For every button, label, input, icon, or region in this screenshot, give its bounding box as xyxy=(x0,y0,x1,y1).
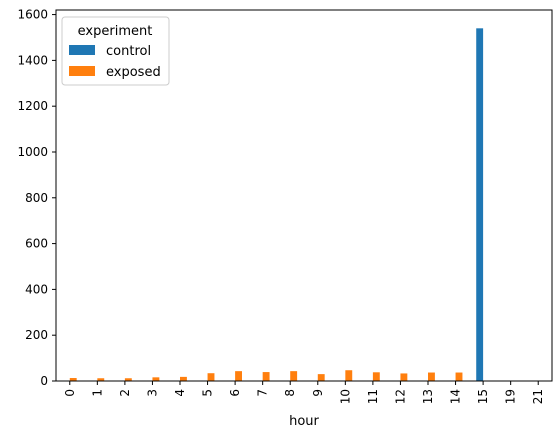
legend-swatch-control xyxy=(69,45,95,55)
bar-control-15 xyxy=(476,28,484,382)
x-tick-label: 8 xyxy=(283,389,297,397)
x-tick-label: 4 xyxy=(173,389,187,397)
bar-exposed-0 xyxy=(69,378,77,381)
bar-exposed-4 xyxy=(180,376,187,381)
x-tick-label: 12 xyxy=(393,389,407,404)
x-tick-label: 21 xyxy=(531,389,545,404)
x-tick-label: 1 xyxy=(90,389,104,397)
bar-exposed-13 xyxy=(428,372,435,381)
x-tick-label: 0 xyxy=(63,389,77,397)
x-tick-label: 19 xyxy=(504,389,518,404)
x-tick-label: 11 xyxy=(366,389,380,404)
x-tick-label: 15 xyxy=(476,389,490,404)
legend-label-control: control xyxy=(106,44,151,59)
x-axis: 0 1 2 3 4 5 6 7 8 9 10 11 12 13 14 15 19 21 xyxy=(63,381,545,404)
plot-frame xyxy=(55,9,553,382)
legend-label-exposed: exposed xyxy=(106,65,161,80)
x-tick-label: 5 xyxy=(201,389,215,397)
y-tick-label: 1000 xyxy=(17,145,48,159)
bar-exposed-1 xyxy=(97,378,105,381)
y-axis: 0 200 400 600 800 1000 1200 1400 1600 xyxy=(17,8,56,388)
legend: experiment control exposed xyxy=(61,16,170,86)
x-tick-label: 14 xyxy=(449,389,463,404)
x-tick-label: 6 xyxy=(228,389,242,397)
bar-exposed-3 xyxy=(152,377,160,381)
y-tick-label: 200 xyxy=(25,328,48,342)
bar-exposed-2 xyxy=(124,378,132,381)
bar-exposed-10 xyxy=(345,370,353,381)
legend-title: experiment xyxy=(78,24,153,39)
y-tick-label: 1200 xyxy=(17,99,48,113)
x-tick-label: 13 xyxy=(421,389,435,404)
x-axis-title: hour xyxy=(289,414,319,429)
legend-swatch-exposed xyxy=(69,66,95,76)
bar-exposed-11 xyxy=(372,372,380,381)
bar-exposed-14 xyxy=(455,372,463,381)
x-tick-label: 10 xyxy=(338,389,352,404)
y-tick-label: 600 xyxy=(25,237,48,251)
bar-exposed-5 xyxy=(207,373,215,381)
x-tick-label: 3 xyxy=(145,389,159,397)
y-tick-label: 1400 xyxy=(17,53,48,67)
bar-exposed-7 xyxy=(262,372,270,381)
bar-exposed-8 xyxy=(290,371,298,381)
bar-exposed-12 xyxy=(400,373,408,381)
bar-exposed-6 xyxy=(235,371,242,381)
y-tick-label: 0 xyxy=(40,374,48,388)
bars-layer xyxy=(69,28,484,382)
y-tick-label: 800 xyxy=(25,191,48,205)
bar-exposed-9 xyxy=(317,374,325,381)
y-tick-label: 1600 xyxy=(17,8,48,22)
x-tick-label: 7 xyxy=(256,389,270,397)
x-tick-label: 2 xyxy=(118,389,132,397)
y-tick-label: 400 xyxy=(25,282,48,296)
x-tick-label: 9 xyxy=(311,389,325,397)
